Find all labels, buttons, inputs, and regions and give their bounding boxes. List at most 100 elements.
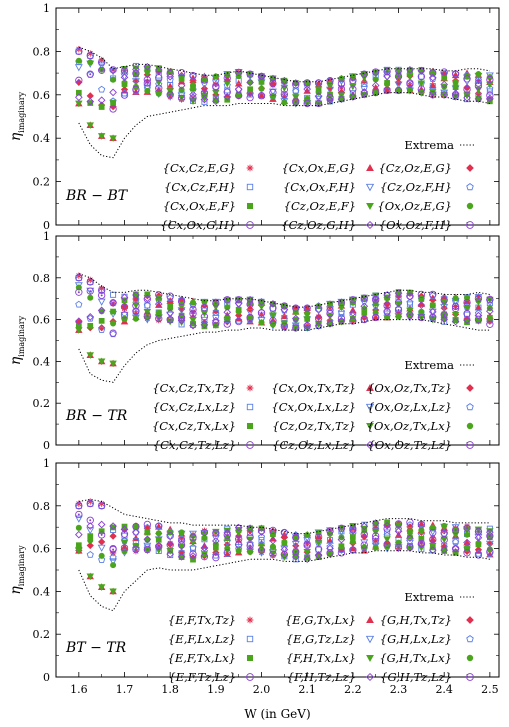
data-point	[486, 546, 493, 553]
data-point	[98, 58, 106, 66]
data-point	[75, 78, 83, 87]
data-point-center	[340, 527, 343, 530]
data-point	[155, 65, 162, 72]
data-point	[429, 290, 437, 298]
data-point	[109, 105, 117, 113]
data-point	[97, 62, 106, 70]
data-point	[132, 302, 140, 310]
extrema-lower-line	[78, 92, 490, 159]
data-point	[429, 313, 437, 321]
data-point-center	[477, 297, 480, 300]
data-point	[132, 87, 140, 95]
legend-marker	[365, 183, 375, 192]
data-point	[406, 298, 414, 306]
data-point	[200, 528, 209, 537]
data-point	[154, 300, 163, 308]
data-point	[452, 84, 459, 91]
data-point	[86, 97, 95, 106]
data-point	[75, 510, 83, 519]
data-point	[143, 70, 152, 78]
data-point	[474, 527, 483, 536]
legend-marker	[466, 616, 474, 624]
data-point-center	[134, 72, 137, 75]
data-point	[98, 287, 105, 294]
data-point	[394, 306, 403, 314]
legend-marker	[365, 672, 375, 682]
data-point	[291, 314, 300, 323]
data-point	[292, 94, 300, 101]
data-point	[98, 502, 106, 510]
data-point	[246, 313, 254, 322]
data-point	[326, 549, 334, 557]
data-point	[201, 323, 208, 330]
data-point	[120, 525, 129, 534]
data-point	[383, 304, 391, 311]
data-point	[349, 309, 357, 317]
x-tick-label: 1.9	[207, 683, 225, 696]
data-point	[143, 542, 152, 550]
data-point	[440, 91, 448, 99]
data-point-center	[374, 71, 377, 74]
data-point-center	[112, 68, 115, 71]
data-point	[487, 314, 493, 321]
data-point-center	[420, 316, 423, 319]
data-point	[212, 97, 220, 106]
legend-marker	[246, 616, 254, 624]
data-point	[155, 74, 163, 82]
legend-label: {F,H,Tx,Lx}	[286, 651, 356, 665]
data-point	[235, 68, 243, 77]
data-point	[189, 94, 197, 102]
data-point	[270, 531, 276, 537]
data-point	[98, 291, 106, 299]
data-point	[429, 75, 437, 83]
x-tick-label: 1.7	[116, 683, 134, 696]
data-point	[281, 77, 288, 84]
data-point	[464, 319, 470, 326]
data-point	[212, 537, 220, 545]
data-point	[178, 76, 185, 82]
data-point	[383, 540, 391, 548]
data-point	[303, 322, 311, 330]
data-point	[303, 85, 312, 93]
data-point-center	[454, 529, 457, 532]
data-point	[75, 48, 82, 55]
data-point	[177, 297, 186, 306]
data-point	[474, 79, 483, 87]
legend-label: {Ox,Oz,Tx,Tz}	[367, 381, 452, 395]
data-point	[120, 67, 129, 75]
legend-marker	[466, 654, 474, 662]
data-point	[441, 74, 448, 81]
data-point	[361, 80, 368, 87]
data-point	[75, 274, 82, 281]
legend-marker	[246, 221, 254, 229]
data-point	[383, 296, 391, 304]
data-point-center	[112, 301, 115, 304]
x-tick-label: 1.8	[161, 683, 179, 696]
legend-extrema-label: Extrema	[404, 358, 454, 372]
data-point	[247, 525, 253, 532]
data-point	[417, 66, 426, 75]
legend-marker	[246, 183, 254, 191]
data-point	[211, 535, 220, 543]
data-point	[360, 89, 368, 98]
data-point	[440, 296, 448, 304]
data-point	[486, 550, 494, 557]
data-point	[429, 69, 437, 77]
y-tick-label: 0.4	[33, 132, 51, 145]
data-point	[406, 87, 413, 94]
data-point	[98, 285, 105, 292]
data-point-center	[112, 548, 115, 551]
data-point	[144, 87, 151, 94]
data-point	[98, 85, 106, 93]
data-point	[304, 80, 311, 86]
data-point	[269, 536, 277, 545]
data-point	[235, 535, 243, 543]
data-point-center	[431, 93, 434, 96]
data-point	[155, 84, 163, 92]
data-point	[97, 96, 106, 105]
data-point	[337, 549, 346, 557]
legend-label: {Cz,Oz,Tx,Tz}	[272, 419, 356, 433]
data-point	[223, 308, 232, 317]
data-point	[177, 536, 186, 545]
data-point	[417, 301, 426, 309]
